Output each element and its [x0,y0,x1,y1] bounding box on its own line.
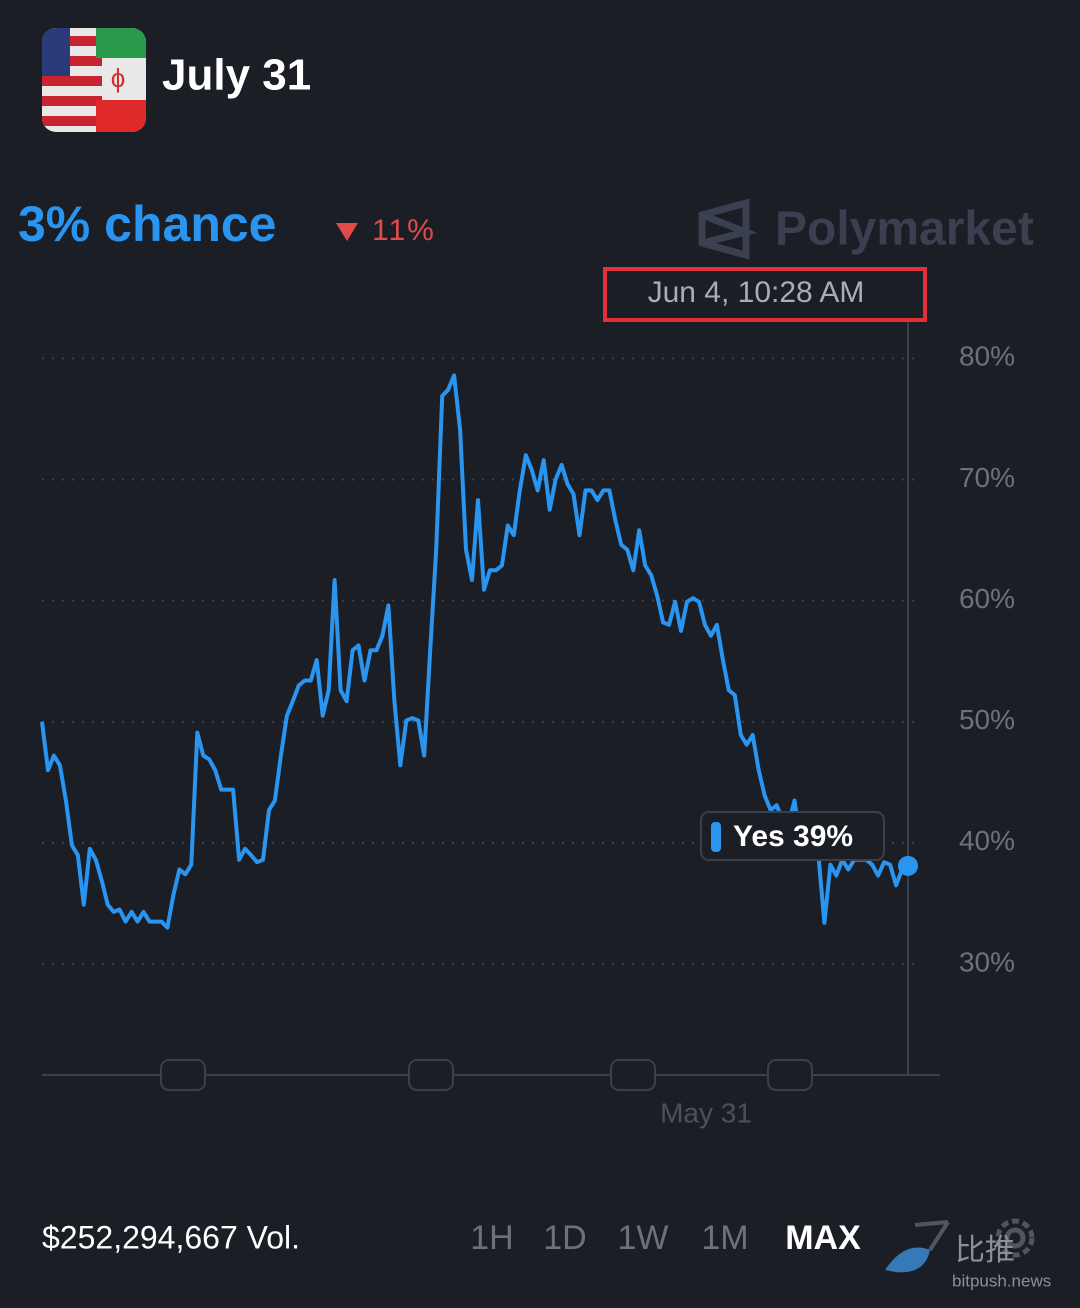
range-buttons: 1H 1D 1W 1M MAX [470,1219,861,1257]
hover-time: Jun 4, 10:28 AM [648,276,865,309]
tooltip: Yes 39% [700,811,885,861]
end-dot [898,855,918,876]
brand-logo [698,198,758,260]
watermark: 比推 [955,1234,1015,1267]
brand: Polymarket [775,203,1034,256]
range-button[interactable]: 1D [543,1219,586,1257]
range-handles [160,1059,813,1091]
y-tick-label: 60% [959,583,1015,614]
tooltip-text: Yes 39% [733,820,853,853]
y-tick-label: 30% [959,946,1015,977]
range-button[interactable]: 1W [618,1219,669,1257]
chance: 3% chance [18,196,276,252]
change: 11% [372,214,436,247]
y-tick-label: 70% [959,462,1015,493]
down-arrow [336,223,358,241]
price-line [40,373,910,930]
volume: $252,294,667 Vol. [42,1219,300,1255]
range-button[interactable]: MAX [785,1219,861,1257]
svg-text:ϕ: ϕ [111,63,126,93]
market-title: July 31 [162,51,311,100]
range-button[interactable]: 1H [470,1219,513,1257]
y-tick-label: 80% [959,341,1015,372]
share-icon[interactable] [914,1220,950,1252]
x-label: May 31 [660,1097,752,1128]
market-icon: ϕ [42,28,146,132]
watermark-bird [885,1247,930,1273]
watermark-url: bitpush.news [952,1271,1051,1290]
y-tick-label: 40% [959,825,1015,856]
y-tick-label: 50% [959,704,1015,735]
settings-icon[interactable] [995,1218,1035,1258]
highlight-box [603,267,927,322]
range-button[interactable]: 1M [701,1219,748,1257]
